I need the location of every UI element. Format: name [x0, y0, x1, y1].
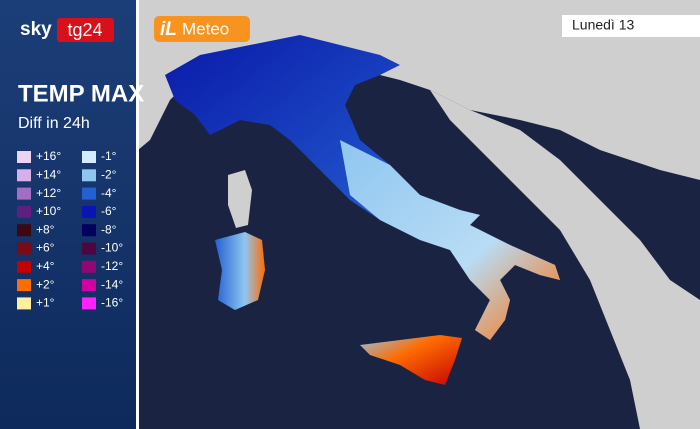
legend-label: +1° — [36, 296, 55, 310]
channel-badge — [57, 18, 114, 42]
legend-swatch — [17, 260, 31, 273]
legend-swatch — [17, 242, 31, 255]
legend-swatch — [82, 224, 96, 237]
balkans — [430, 90, 700, 429]
legend-label: -6° — [101, 204, 117, 218]
legend-title: TEMP MAX — [18, 80, 144, 107]
legend-swatch — [17, 297, 31, 310]
partner-logo — [154, 16, 250, 42]
legend-label: -8° — [101, 222, 117, 236]
partner-prefix: iL — [160, 19, 177, 40]
panel-border — [136, 0, 139, 429]
legend-label: -14° — [101, 277, 123, 291]
legend-swatch — [82, 279, 96, 292]
legend-swatch — [82, 260, 96, 273]
legend-swatch — [17, 151, 31, 163]
legend-label: +2° — [36, 277, 55, 291]
sardinia — [215, 232, 265, 310]
legend-label: -10° — [101, 241, 123, 255]
legend: +16° +14° +12° +10° +8° +6° +4° +2° +1° -1° -2° -4°… — [17, 149, 123, 310]
legend-swatch — [82, 297, 96, 310]
legend-swatch — [17, 205, 31, 218]
legend-swatch — [82, 205, 96, 218]
date-box — [562, 15, 700, 37]
sicily — [360, 335, 462, 385]
legend-swatch — [82, 169, 96, 182]
legend-swatch — [82, 242, 96, 255]
partner-name: Meteo — [182, 19, 229, 38]
legend-label: +10° — [36, 204, 61, 218]
legend-swatch — [82, 187, 96, 200]
legend-label: +14° — [36, 167, 61, 181]
legend-label: -12° — [101, 259, 123, 273]
legend-label: +16° — [36, 149, 61, 163]
legend-label: +8° — [36, 222, 55, 236]
legend-label: -16° — [101, 296, 123, 310]
legend-label: -1° — [101, 149, 117, 163]
brand: sky — [20, 19, 52, 40]
legend-label: +6° — [36, 241, 55, 255]
legend-swatch — [17, 187, 31, 200]
legend-swatch — [17, 279, 31, 292]
legend-label: -2° — [101, 167, 117, 181]
legend-swatch — [82, 151, 96, 163]
legend-label: -4° — [101, 186, 117, 200]
channel: tg24 — [67, 20, 102, 40]
southern-italy — [340, 140, 560, 340]
legend-swatch — [17, 169, 31, 182]
corsica — [228, 170, 252, 228]
date: Lunedì 13 — [572, 17, 634, 33]
legend-label: +4° — [36, 259, 55, 273]
legend-subtitle: Diff in 24h — [18, 115, 90, 132]
legend-swatch — [17, 224, 31, 237]
legend-label: +12° — [36, 186, 61, 200]
